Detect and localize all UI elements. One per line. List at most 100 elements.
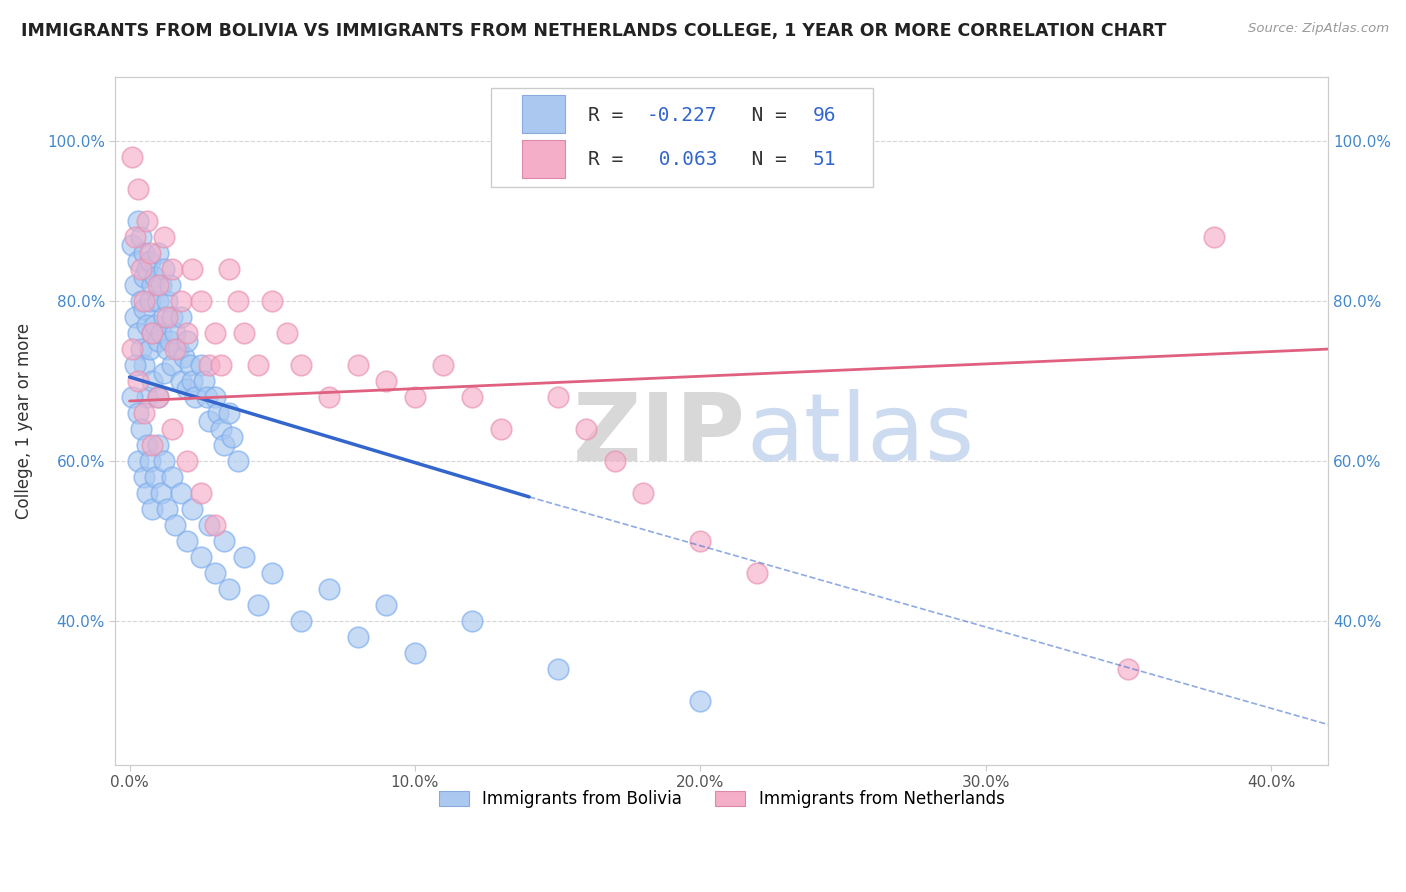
Y-axis label: College, 1 year or more: College, 1 year or more: [15, 323, 32, 519]
Point: [132, 302, 155, 317]
Point: [165, 342, 187, 356]
Point: [181, 262, 204, 277]
Point: [121, 150, 143, 164]
Text: IMMIGRANTS FROM BOLIVIA VS IMMIGRANTS FROM NETHERLANDS COLLEGE, 1 YEAR OR MORE C: IMMIGRANTS FROM BOLIVIA VS IMMIGRANTS FR…: [21, 22, 1167, 40]
Point: [141, 438, 163, 452]
Point: [190, 294, 212, 309]
Point: [162, 358, 184, 372]
Point: [121, 390, 143, 404]
Point: [184, 390, 207, 404]
Point: [124, 278, 146, 293]
Point: [132, 270, 155, 285]
Point: [121, 238, 143, 252]
Point: [603, 454, 626, 468]
Point: [156, 294, 179, 309]
Point: [135, 486, 157, 500]
Point: [204, 566, 226, 580]
Point: [127, 326, 149, 340]
Point: [149, 326, 172, 340]
Point: [207, 406, 229, 420]
Text: N =: N =: [728, 151, 799, 169]
Point: [146, 390, 169, 404]
Point: [262, 566, 284, 580]
Text: R =: R =: [588, 106, 636, 125]
Point: [141, 326, 163, 340]
Point: [141, 374, 163, 388]
Point: [218, 406, 240, 420]
Point: [153, 230, 176, 244]
Point: [747, 566, 769, 580]
Point: [138, 254, 160, 268]
Point: [129, 422, 152, 436]
Text: ZIP: ZIP: [574, 389, 747, 481]
Point: [165, 326, 187, 340]
Point: [127, 374, 149, 388]
Point: [141, 501, 163, 516]
Point: [135, 214, 157, 228]
Point: [631, 486, 654, 500]
Point: [143, 270, 166, 285]
Point: [132, 246, 155, 260]
Point: [149, 486, 172, 500]
Point: [221, 430, 243, 444]
Point: [176, 454, 198, 468]
Point: [290, 614, 312, 628]
Point: [143, 318, 166, 332]
Point: [375, 374, 398, 388]
Point: [461, 390, 484, 404]
Point: [181, 374, 204, 388]
Point: [176, 326, 198, 340]
Point: [138, 294, 160, 309]
Point: [432, 358, 454, 372]
Point: [127, 406, 149, 420]
Point: [689, 693, 711, 707]
Point: [547, 390, 569, 404]
Point: [226, 294, 249, 309]
Point: [124, 230, 146, 244]
Point: [162, 422, 184, 436]
Point: [489, 422, 512, 436]
Point: [167, 342, 190, 356]
Point: [179, 358, 201, 372]
Point: [318, 390, 340, 404]
Point: [153, 310, 176, 325]
Point: [153, 262, 176, 277]
Point: [135, 438, 157, 452]
Point: [129, 342, 152, 356]
Point: [138, 342, 160, 356]
Point: [135, 262, 157, 277]
FancyBboxPatch shape: [522, 95, 565, 134]
Point: [146, 246, 169, 260]
Point: [146, 278, 169, 293]
Point: [190, 358, 212, 372]
Point: [141, 326, 163, 340]
Point: [209, 422, 232, 436]
Point: [347, 358, 370, 372]
Point: [156, 501, 179, 516]
Point: [121, 342, 143, 356]
Point: [132, 294, 155, 309]
Point: [159, 334, 181, 348]
Point: [146, 334, 169, 348]
Point: [159, 278, 181, 293]
Point: [129, 230, 152, 244]
Point: [404, 646, 426, 660]
Point: [124, 310, 146, 325]
Point: [246, 358, 269, 372]
Point: [232, 326, 254, 340]
Point: [190, 549, 212, 564]
Point: [212, 438, 235, 452]
Point: [135, 390, 157, 404]
Legend: Immigrants from Bolivia, Immigrants from Netherlands: Immigrants from Bolivia, Immigrants from…: [432, 783, 1011, 814]
Point: [404, 390, 426, 404]
Point: [165, 517, 187, 532]
Point: [246, 598, 269, 612]
Point: [146, 438, 169, 452]
Point: [162, 310, 184, 325]
Point: [347, 630, 370, 644]
Point: [149, 278, 172, 293]
Point: [226, 454, 249, 468]
Point: [547, 662, 569, 676]
Point: [262, 294, 284, 309]
Text: 96: 96: [813, 106, 837, 125]
